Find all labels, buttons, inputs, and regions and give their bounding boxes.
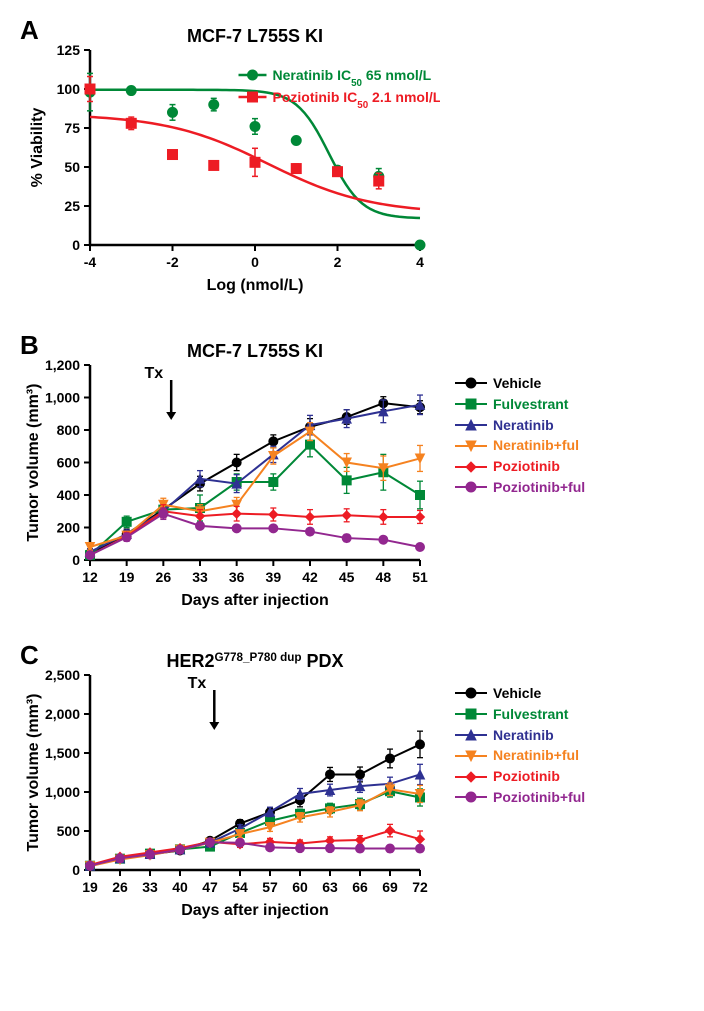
svg-text:33: 33 <box>192 569 208 585</box>
svg-text:Neratinib IC50 65 nmol/L: Neratinib IC50 65 nmol/L <box>273 67 432 89</box>
svg-text:47: 47 <box>202 879 218 895</box>
svg-text:12: 12 <box>82 569 98 585</box>
legend-item: Fulvestrant <box>455 706 585 723</box>
svg-text:1,200: 1,200 <box>45 357 80 373</box>
svg-text:4: 4 <box>416 254 424 270</box>
svg-text:51: 51 <box>412 569 428 585</box>
svg-text:Days after injection: Days after injection <box>181 592 329 609</box>
legend-item: Vehicle <box>455 375 585 392</box>
svg-text:19: 19 <box>119 569 135 585</box>
svg-text:26: 26 <box>112 879 128 895</box>
svg-text:50: 50 <box>64 159 80 175</box>
svg-text:Tumor volume (mm³): Tumor volume (mm³) <box>25 694 42 852</box>
legend-item: Fulvestrant <box>455 396 585 413</box>
svg-text:MCF-7 L755S KI: MCF-7 L755S KI <box>187 26 323 46</box>
svg-text:1,500: 1,500 <box>45 745 80 761</box>
svg-text:75: 75 <box>64 120 80 136</box>
svg-text:Days after injection: Days after injection <box>181 902 329 919</box>
svg-text:Tumor volume (mm³): Tumor volume (mm³) <box>25 384 42 542</box>
svg-text:42: 42 <box>302 569 318 585</box>
legend-item: Poziotinib <box>455 768 585 785</box>
svg-text:26: 26 <box>156 569 172 585</box>
svg-text:60: 60 <box>292 879 308 895</box>
svg-text:0: 0 <box>251 254 259 270</box>
svg-text:66: 66 <box>352 879 368 895</box>
legend-item: Poziotinib <box>455 458 585 475</box>
svg-text:57: 57 <box>262 879 278 895</box>
legend-item: Neratinib <box>455 417 585 434</box>
svg-text:0: 0 <box>72 237 80 253</box>
svg-text:% Viability: % Viability <box>29 108 46 188</box>
panel-b-label: B <box>20 330 39 361</box>
legend-label: Neratinib+ful <box>493 437 579 454</box>
legend-label: Poziotinib <box>493 768 560 785</box>
panel-b-legend: Vehicle Fulvestrant Neratinib Neratinib+ful… <box>455 375 585 500</box>
legend-label: Poziotinib+ful <box>493 789 585 806</box>
svg-text:0: 0 <box>72 552 80 568</box>
svg-text:0: 0 <box>72 862 80 878</box>
svg-text:36: 36 <box>229 569 245 585</box>
legend-item: Vehicle <box>455 685 585 702</box>
panel-c: C HER2G778_P780 dup PDX05001,0001,5002,0… <box>20 645 684 925</box>
svg-text:-2: -2 <box>166 254 179 270</box>
svg-text:25: 25 <box>64 198 80 214</box>
panel-a: A MCF-7 L755S KI0255075100125-4-2024% Vi… <box>20 20 684 305</box>
svg-text:Tx: Tx <box>145 365 164 382</box>
svg-text:MCF-7 L755S KI: MCF-7 L755S KI <box>187 341 323 361</box>
panel-c-chart: HER2G778_P780 dup PDX 0 500 1,000 1,500 2,000… <box>20 645 440 925</box>
svg-text:69: 69 <box>382 879 398 895</box>
legend-label: Fulvestrant <box>493 706 568 723</box>
legend-label: Vehicle <box>493 685 541 702</box>
panel-c-label: C <box>20 640 39 671</box>
svg-text:33: 33 <box>142 879 158 895</box>
svg-text:39: 39 <box>266 569 282 585</box>
legend-label: Neratinib <box>493 417 554 434</box>
legend-label: Poziotinib <box>493 458 560 475</box>
legend-item: Neratinib <box>455 727 585 744</box>
svg-text:48: 48 <box>376 569 392 585</box>
svg-text:45: 45 <box>339 569 355 585</box>
legend-label: Vehicle <box>493 375 541 392</box>
panel-c-legend: Vehicle Fulvestrant Neratinib Neratinib+ful… <box>455 685 585 810</box>
svg-text:19: 19 <box>82 879 98 895</box>
panel-a-chart: MCF-7 L755S KI 0 25 50 75 100 125 -4 -2 0 2 4 % Viab… <box>20 20 440 300</box>
legend-label: Neratinib <box>493 727 554 744</box>
panel-b: B MCF-7 L755S KI02004006008001,0001,2001… <box>20 335 684 615</box>
legend-label: Fulvestrant <box>493 396 568 413</box>
svg-text:200: 200 <box>57 520 81 536</box>
svg-text:72: 72 <box>412 879 428 895</box>
panel-a-label: A <box>20 15 39 46</box>
legend-item: Poziotinib+ful <box>455 479 585 496</box>
legend-item: Neratinib+ful <box>455 437 585 454</box>
svg-text:Tx: Tx <box>188 675 207 692</box>
legend-label: Neratinib+ful <box>493 747 579 764</box>
svg-text:500: 500 <box>57 823 81 839</box>
svg-text:2,500: 2,500 <box>45 667 80 683</box>
svg-text:2,000: 2,000 <box>45 706 80 722</box>
svg-text:54: 54 <box>232 879 248 895</box>
svg-text:40: 40 <box>172 879 188 895</box>
svg-text:HER2G778_P780 dup PDX: HER2G778_P780 dup PDX <box>166 651 343 672</box>
svg-text:125: 125 <box>57 42 81 58</box>
svg-text:400: 400 <box>57 487 81 503</box>
svg-text:63: 63 <box>322 879 338 895</box>
svg-text:800: 800 <box>57 422 81 438</box>
svg-text:600: 600 <box>57 455 81 471</box>
svg-text:1,000: 1,000 <box>45 784 80 800</box>
legend-item: Neratinib+ful <box>455 747 585 764</box>
legend-label: Poziotinib+ful <box>493 479 585 496</box>
svg-text:100: 100 <box>57 81 81 97</box>
svg-text:2: 2 <box>334 254 342 270</box>
svg-text:1,000: 1,000 <box>45 390 80 406</box>
svg-text:-4: -4 <box>84 254 97 270</box>
svg-text:Log (nmol/L): Log (nmol/L) <box>207 277 304 294</box>
legend-item: Poziotinib+ful <box>455 789 585 806</box>
panel-b-chart: MCF-7 L755S KI 0 200 400 600 800 1,000 1,200 12 1… <box>20 335 440 615</box>
